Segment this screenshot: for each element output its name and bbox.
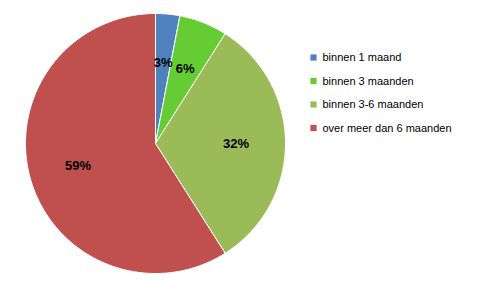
svg-text:binnen 3-6 maanden: binnen 3-6 maanden — [323, 98, 424, 110]
svg-text:binnen 3 maanden: binnen 3 maanden — [323, 75, 414, 87]
svg-text:over meer dan 6 maanden: over meer dan 6 maanden — [323, 122, 452, 134]
svg-text:6%: 6% — [176, 61, 195, 76]
svg-text:3%: 3% — [154, 55, 173, 70]
svg-text:32%: 32% — [223, 136, 249, 151]
svg-text:binnen 1 maand: binnen 1 maand — [323, 51, 402, 63]
svg-text:59%: 59% — [65, 158, 91, 173]
